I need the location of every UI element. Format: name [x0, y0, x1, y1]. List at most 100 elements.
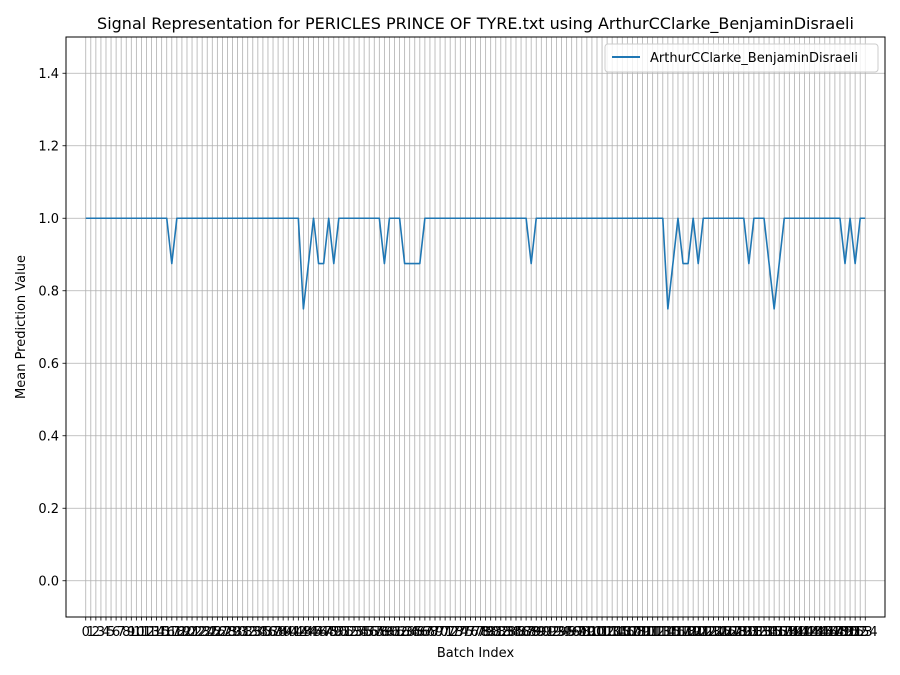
x-tick-label: 110: [630, 625, 655, 640]
x-tick-label: 101: [585, 625, 610, 640]
x-tick-label: 124: [701, 625, 726, 640]
x-tick-label: 40: [280, 625, 297, 640]
x-tick-label: 35: [255, 625, 272, 640]
x-tick-label: 91: [538, 625, 555, 640]
x-tick-label: 75: [457, 625, 474, 640]
y-tick-label: 0.4: [38, 429, 59, 444]
x-tick-label: 148: [822, 625, 847, 640]
x-tick-label: 98: [574, 625, 591, 640]
x-tick-label: 93: [548, 625, 565, 640]
series-line: [85, 217, 866, 310]
x-tick-label: 133: [747, 625, 772, 640]
x-tick-label: 137: [767, 625, 792, 640]
x-tick-label: 64: [401, 625, 418, 640]
x-gridlines: [85, 37, 866, 617]
y-axis-ticks: 0.0 0.2 0.4 0.6 0.8 1.0 1.2 1.4: [38, 67, 66, 589]
x-tick-label: 39: [275, 625, 292, 640]
plot-frame: [65, 36, 886, 618]
x-tick-label: 145: [807, 625, 832, 640]
x-tick-label: 9: [127, 625, 135, 640]
x-tick-label: 43: [295, 625, 312, 640]
x-tick-label: 25: [204, 625, 221, 640]
x-tick-label: 154: [853, 625, 878, 640]
x-tick-label: 51: [336, 625, 353, 640]
x-tick-label: 138: [772, 625, 797, 640]
x-tick-label: 58: [371, 625, 388, 640]
x-tick-label: 29: [224, 625, 241, 640]
x-tick-label: 30: [229, 625, 246, 640]
x-tick-label: 4: [102, 625, 110, 640]
chart-title: Signal Representation for PERICLES PRINC…: [97, 14, 854, 34]
y-tick-label: 0.8: [38, 284, 59, 299]
legend: ArthurCClarke_BenjaminDisraeli: [604, 43, 879, 73]
x-tick-label: 2: [92, 625, 100, 640]
x-tick-label: 111: [635, 625, 660, 640]
legend-box: [604, 43, 879, 73]
x-tick-label: 102: [590, 625, 615, 640]
x-tick-label: 96: [563, 625, 580, 640]
x-tick-label: 135: [757, 625, 782, 640]
x-tick-label: 127: [716, 625, 741, 640]
x-tick-label: 28: [219, 625, 236, 640]
x-tick-label: 53: [346, 625, 363, 640]
x-tick-label: 74: [452, 625, 469, 640]
x-tick-label: 27: [214, 625, 231, 640]
x-tick-label: 71: [437, 625, 454, 640]
x-tick-label: 56: [361, 625, 378, 640]
x-tick-label: 62: [391, 625, 408, 640]
x-tick-label: 3: [97, 625, 105, 640]
x-tick-label: 84: [503, 625, 520, 640]
x-tick-label: 99: [579, 625, 596, 640]
x-tick-label: 44: [300, 625, 317, 640]
x-tick-label: 114: [650, 625, 675, 640]
x-tick-label: 95: [558, 625, 575, 640]
x-tick-label: 136: [762, 625, 787, 640]
x-tick-label: 73: [447, 625, 464, 640]
x-tick-label: 17: [164, 625, 181, 640]
x-tick-label: 122: [691, 625, 716, 640]
x-tick-label: 18: [169, 625, 186, 640]
x-tick-label: 146: [812, 625, 837, 640]
x-tick-label: 108: [620, 625, 645, 640]
x-tick-label: 22: [189, 625, 206, 640]
x-tick-label: 147: [817, 625, 842, 640]
x-tick-label: 42: [290, 625, 307, 640]
x-tick-label: 141: [787, 625, 812, 640]
x-tick-label: 106: [610, 625, 635, 640]
x-tick-label: 70: [432, 625, 449, 640]
x-tick-label: 7: [117, 625, 125, 640]
x-tick-label: 83: [498, 625, 515, 640]
x-tick-label: 134: [752, 625, 777, 640]
y-tick-label: 1.2: [38, 139, 59, 154]
x-tick-label: 49: [325, 625, 342, 640]
x-tick-label: 63: [396, 625, 413, 640]
x-axis-label: Batch Index: [437, 646, 515, 661]
x-tick-label: 36: [260, 625, 277, 640]
x-tick-label: 109: [625, 625, 650, 640]
x-tick-label: 12: [138, 625, 155, 640]
x-tick-label: 140: [782, 625, 807, 640]
x-tick-label: 89: [528, 625, 545, 640]
x-tick-label: 81: [487, 625, 504, 640]
x-tick-label: 16: [158, 625, 175, 640]
series-layer: [85, 217, 866, 310]
x-tick-label: 139: [777, 625, 802, 640]
x-tick-label: 119: [676, 625, 701, 640]
x-tick-label: 6: [112, 625, 120, 640]
x-tick-label: 13: [143, 625, 160, 640]
x-tick-label: 104: [600, 625, 625, 640]
x-tick-label: 118: [671, 625, 696, 640]
x-tick-label: 1: [87, 625, 95, 640]
x-tick-label: 11: [133, 625, 150, 640]
x-tick-label: 129: [726, 625, 751, 640]
x-tick-label: 117: [666, 625, 691, 640]
x-tick-label: 68: [422, 625, 439, 640]
x-tick-label: 105: [605, 625, 630, 640]
x-tick-label: 144: [802, 625, 827, 640]
x-tick-label: 107: [615, 625, 640, 640]
x-tick-label: 66: [412, 625, 429, 640]
y-tick-label: 1.4: [38, 67, 59, 82]
x-tick-label: 57: [366, 625, 383, 640]
x-tick-label: 149: [828, 625, 853, 640]
